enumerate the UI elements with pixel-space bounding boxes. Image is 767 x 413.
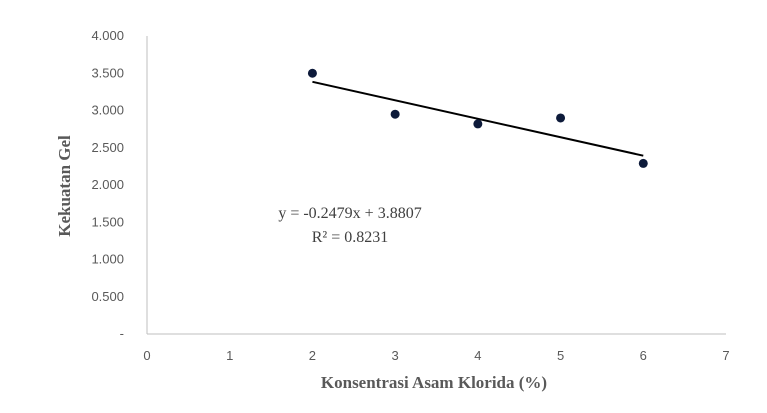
trendline-equation: y = -0.2479x + 3.8807 [278,205,421,222]
x-tick-label: 0 [143,348,150,363]
x-axis-ticks: 0 1 2 3 4 5 6 7 [143,348,729,363]
data-point [473,119,483,129]
y-tick-label: - [120,326,124,341]
data-point [638,158,648,168]
y-tick-label: 0.500 [91,289,124,304]
x-tick-label: 6 [640,348,647,363]
trendline-r2: R² = 0.8231 [312,229,389,246]
x-tick-label: 4 [474,348,481,363]
y-tick-label: 1.000 [91,252,124,267]
y-tick-label: 2.000 [91,177,124,192]
data-point [307,68,317,78]
x-tick-label: 1 [226,348,233,363]
y-tick-label: 4.000 [91,28,124,43]
y-tick-label: 3.000 [91,103,124,118]
y-tick-label: 3.500 [91,65,124,80]
x-tick-label: 7 [722,348,729,363]
data-point [556,113,566,123]
y-axis-ticks: - 0.500 1.000 1.500 2.000 2.500 3.000 3.500 4.00… [91,28,124,341]
x-tick-label: 3 [392,348,399,363]
x-tick-label: 5 [557,348,564,363]
y-tick-label: 2.500 [91,140,124,155]
data-points [307,68,648,168]
x-tick-label: 2 [309,348,316,363]
y-axis-title: Kekuatan Gel [55,135,74,237]
trendline [312,80,644,157]
x-axis-title: Konsentrasi Asam Klorida (%) [321,373,547,392]
data-point [390,109,400,119]
y-tick-label: 1.500 [91,214,124,229]
trendline-group [312,80,644,157]
chart-axes [146,36,726,335]
